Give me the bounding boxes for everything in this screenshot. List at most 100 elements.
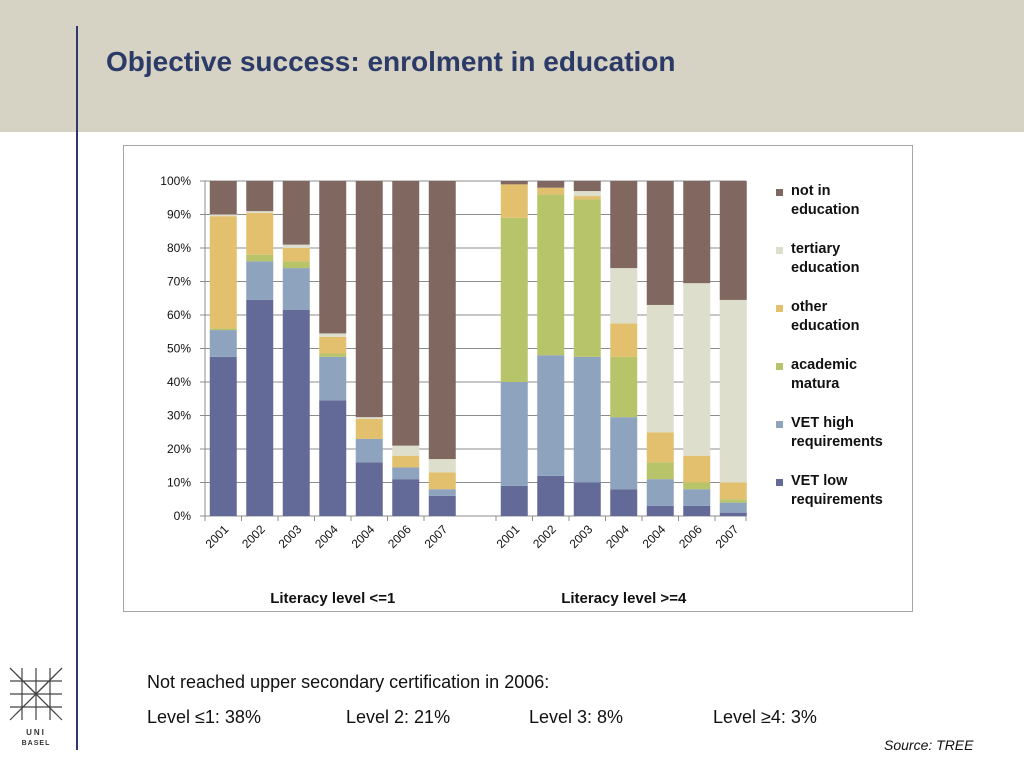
x-tick-label: 2001 <box>494 522 523 551</box>
x-tick-label: 2002 <box>239 522 268 551</box>
bar-segment <box>282 268 310 310</box>
bar-segment <box>719 181 747 300</box>
y-tick-label: 100% <box>160 174 191 188</box>
bar-segment <box>428 472 456 490</box>
bar-segment <box>537 355 565 476</box>
bar-segment <box>683 181 711 284</box>
bar-segment <box>683 283 711 456</box>
bar-segment <box>610 356 638 418</box>
y-tick-label: 80% <box>167 241 191 255</box>
source-note: Source: TREE <box>884 737 974 753</box>
bar-segment <box>719 512 747 516</box>
legend-item-other-education: other education <box>776 298 912 356</box>
bar-segment <box>319 400 347 516</box>
bar-segment <box>537 181 565 188</box>
x-tick-label: 2004 <box>312 522 341 551</box>
bar-segment <box>537 194 565 356</box>
bar-segment <box>282 261 310 269</box>
x-tick-label: 2006 <box>676 522 705 551</box>
y-tick-label: 10% <box>167 476 191 490</box>
y-tick-label: 50% <box>167 342 191 356</box>
bar-segment <box>392 181 420 446</box>
bar-segment <box>610 489 638 516</box>
bar-segment <box>573 356 601 483</box>
bar-segment <box>646 181 674 305</box>
bar-segment <box>246 181 274 212</box>
legend-label: VET low requirements <box>791 473 883 508</box>
bar-segment <box>719 299 747 483</box>
legend-swatch <box>776 479 783 486</box>
bar-segment <box>537 475 565 516</box>
bar-segment <box>355 181 383 418</box>
bar-segment <box>209 328 237 331</box>
bar-segment <box>209 216 237 329</box>
y-tick-label: 40% <box>167 375 191 389</box>
bar-segment <box>319 353 347 357</box>
chart-legend: not in education tertiary education other e… <box>776 182 912 530</box>
bar-segment <box>319 336 347 354</box>
x-tick-label: 2002 <box>530 522 559 551</box>
level-stat-3: Level 3: 8% <box>529 707 624 727</box>
legend-label: tertiary education <box>791 241 860 276</box>
bar-segment <box>282 181 310 245</box>
x-tick-label: 2001 <box>203 522 232 551</box>
y-tick-label: 20% <box>167 442 191 456</box>
bar-segment <box>610 323 638 357</box>
bar-segment <box>209 330 237 357</box>
bar-segment <box>719 502 747 513</box>
bar-segment <box>246 299 274 516</box>
bar-segment <box>646 462 674 480</box>
bar-segment <box>246 261 274 300</box>
bar-segment <box>500 181 528 185</box>
bar-segment <box>573 191 601 197</box>
legend-label: other education <box>791 299 860 334</box>
svg-text:BASEL: BASEL <box>22 740 51 747</box>
legend-label: not in education <box>791 183 860 218</box>
x-tick-label: 2004 <box>603 522 632 551</box>
y-tick-label: 70% <box>167 275 191 289</box>
stacked-bar-chart: 0%10%20%30%40%50%60%70%80%90%100%2001 200… <box>160 174 747 607</box>
bar-segment <box>646 432 674 463</box>
y-tick-label: 60% <box>167 308 191 322</box>
bar-segment <box>392 455 420 468</box>
bar-segment <box>319 356 347 401</box>
bar-segment <box>428 181 456 460</box>
group-label: Literacy level <=1 <box>270 590 395 607</box>
bar-segment <box>646 479 674 506</box>
bar-segment <box>683 489 711 506</box>
bar-segment <box>537 187 565 195</box>
bar-segment <box>246 254 274 262</box>
bar-segment <box>319 333 347 337</box>
y-tick-label: 90% <box>167 208 191 222</box>
bar-segment <box>646 505 674 516</box>
accent-divider-line <box>76 26 78 750</box>
bar-segment <box>683 455 711 483</box>
x-tick-label: 2004 <box>349 522 378 551</box>
bar-segment <box>719 499 747 503</box>
bar-segment <box>209 181 237 215</box>
bar-segment <box>209 356 237 516</box>
bar-segment <box>500 485 528 516</box>
bar-segment <box>355 438 383 463</box>
bar-segment <box>610 268 638 324</box>
x-tick-label: 2007 <box>422 522 451 551</box>
y-tick-label: 0% <box>174 509 192 523</box>
bar-segment <box>209 214 237 217</box>
bar-segment <box>246 212 274 255</box>
legend-item-vet-high: VET high requirements <box>776 414 912 472</box>
bar-segment <box>573 482 601 516</box>
bar-segment <box>392 467 420 480</box>
legend-swatch <box>776 363 783 370</box>
level-stat-1: Level ≤1: 38% <box>147 707 261 727</box>
slide-title: Objective success: enrolment in educatio… <box>106 46 676 77</box>
bar-segment <box>500 184 528 218</box>
chart-frame: 0% 10% 20% 30% 40% 50% 60% 70% 80% 90% 100% 2001 200… <box>123 145 913 612</box>
group-label: Literacy level >=4 <box>561 590 687 607</box>
level-stat-4: Level ≥4: 3% <box>713 707 817 727</box>
legend-swatch <box>776 189 783 196</box>
y-tick-label: 30% <box>167 409 191 423</box>
bar-segment <box>573 199 601 357</box>
legend-swatch <box>776 305 783 312</box>
x-tick-label: 2004 <box>640 522 669 551</box>
legend-item-academic-matura: academic matura <box>776 356 912 414</box>
